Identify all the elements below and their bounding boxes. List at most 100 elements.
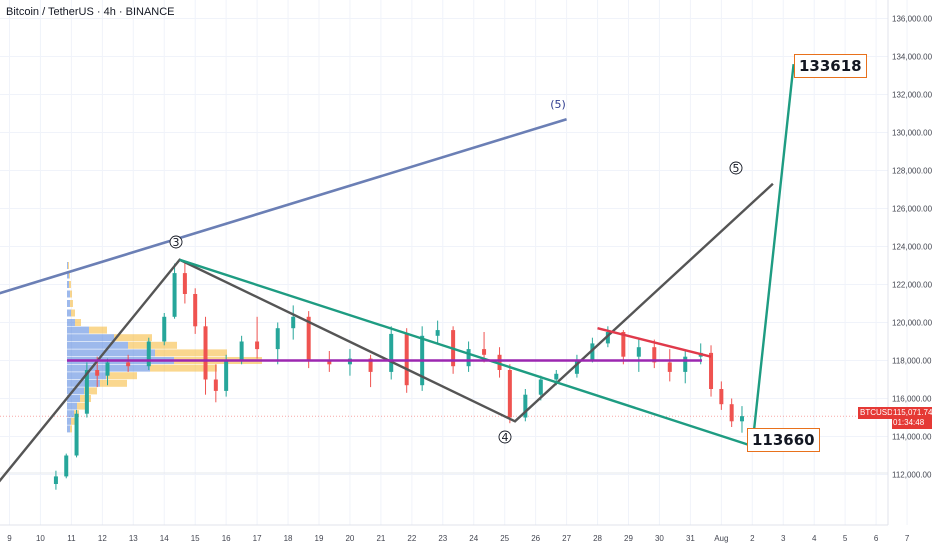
candle — [420, 326, 425, 391]
candle — [574, 354, 579, 378]
wave-5-marker: 5 — [729, 161, 743, 175]
current-price-value: 115,071.74 — [893, 408, 932, 417]
price-tick-label: 122,000.00 — [892, 281, 932, 290]
price-tick-label: 116,000.00 — [892, 395, 932, 404]
time-tick-label: 7 — [905, 534, 910, 543]
price-tick-label: 128,000.00 — [892, 167, 932, 176]
time-tick-label: 14 — [160, 534, 169, 543]
time-tick-label: 16 — [222, 534, 231, 543]
channel-upper-line — [0, 117, 567, 295]
time-tick-label: 22 — [407, 534, 416, 543]
price-tick-label: 124,000.00 — [892, 243, 932, 252]
candle — [275, 322, 280, 365]
time-tick-label: 23 — [438, 534, 447, 543]
volume-profile-bar-buy — [67, 290, 70, 298]
time-tick-label: 28 — [593, 534, 602, 543]
time-tick-label: 13 — [129, 534, 138, 543]
candle — [53, 470, 58, 490]
volume-profile-bar-buy — [67, 319, 75, 326]
time-tick-label: 29 — [624, 534, 633, 543]
candle — [636, 337, 641, 372]
candle — [719, 381, 724, 410]
countdown-value: 01:34:48 — [893, 418, 925, 427]
wave-labels: 3 4 5 (5) — [169, 98, 743, 444]
volume-profile-bar-sell — [69, 281, 71, 288]
volume-profile-bar-buy — [67, 379, 100, 387]
candle — [507, 364, 512, 424]
wave-path-line — [0, 182, 774, 483]
current-price-tag: 115,071.74 01:34:48 — [892, 407, 932, 429]
volume-profile-bar-sell — [68, 262, 69, 269]
volume-profile-bar-buy — [67, 262, 68, 269]
price-tick-label: 114,000.00 — [892, 433, 932, 442]
volume-profile-bar-buy — [67, 387, 84, 395]
candle — [64, 453, 69, 479]
wave-3-label: 3 — [173, 236, 180, 249]
wave-5-paren-label: (5) — [550, 98, 566, 111]
time-tick-label: 5 — [843, 534, 848, 543]
time-tick-label: 15 — [191, 534, 200, 543]
candle — [162, 313, 167, 346]
candle — [683, 351, 688, 384]
volume-profile-bar-sell — [89, 326, 107, 334]
candle — [213, 364, 218, 403]
candle — [523, 389, 528, 422]
candle — [729, 398, 734, 427]
price-tick-label: 126,000.00 — [892, 205, 932, 214]
time-tick-label: 6 — [874, 534, 879, 543]
volume-profile-bar-buy — [67, 402, 77, 410]
candle — [255, 316, 260, 359]
time-axis-labels: 9 10 11 12 13 14 15 16 17 18 19 20 21 22 23 24 25 26 27 28 2… — [7, 534, 910, 543]
volume-profile-bar-buy — [67, 300, 70, 307]
volume-profile-bar-sell — [70, 290, 72, 298]
time-tick-label: 9 — [7, 534, 12, 543]
time-tick-label: 27 — [562, 534, 571, 543]
target-upper-label[interactable]: 133618 — [794, 54, 867, 78]
time-tick-label: 30 — [655, 534, 664, 543]
time-tick-label: 4 — [812, 534, 817, 543]
volume-profile-bar-sell — [150, 364, 217, 372]
candle — [667, 349, 672, 382]
volume-profile-bar-sell — [106, 372, 137, 380]
volume-profile-bar-buy — [67, 334, 114, 342]
candle — [146, 337, 151, 370]
time-tick-label: 26 — [531, 534, 540, 543]
volume-profile-bar-sell — [71, 417, 75, 425]
candle — [389, 326, 394, 380]
red-trend-line — [597, 327, 712, 358]
price-tick-label: 130,000.00 — [892, 129, 932, 138]
time-tick-label: 25 — [500, 534, 509, 543]
volume-profile-bar-buy — [67, 425, 70, 433]
candle — [126, 354, 131, 372]
wave-3-marker: 3 — [169, 235, 183, 249]
candle — [172, 263, 177, 319]
volume-profile-bar-sell — [71, 309, 75, 317]
volume-profile-bar-buy — [67, 271, 69, 279]
candle — [203, 316, 208, 395]
candle — [435, 320, 440, 344]
volume-profile-bar-buy — [67, 395, 80, 402]
wave-5-label: 5 — [733, 162, 740, 175]
symbol-tag: BTCUSDT — [858, 407, 900, 419]
time-tick-label: 11 — [67, 534, 76, 543]
volume-profile-bar-sell — [69, 271, 70, 279]
volume-profile-bar-buy — [67, 417, 71, 425]
price-tick-label: 120,000.00 — [892, 319, 932, 328]
candle — [497, 347, 502, 378]
volume-profile-bar-sell — [84, 387, 97, 395]
axes — [0, 0, 889, 526]
volume-profile-bar-buy — [67, 341, 128, 349]
target-lower-label[interactable]: 113660 — [747, 428, 820, 452]
candle — [482, 332, 487, 363]
price-tick-label: 112,000.00 — [892, 471, 932, 480]
time-tick-label: 24 — [469, 534, 478, 543]
volume-profile-bar-buy — [67, 281, 69, 288]
wave-4-marker: 4 — [498, 430, 512, 444]
chart-title: Bitcoin / TetherUS · 4h · BINANCE — [6, 6, 175, 18]
candle — [291, 305, 296, 340]
time-tick-label: 2 — [750, 534, 755, 543]
candle — [74, 409, 79, 458]
volume-profile-bar-sell — [100, 379, 127, 387]
